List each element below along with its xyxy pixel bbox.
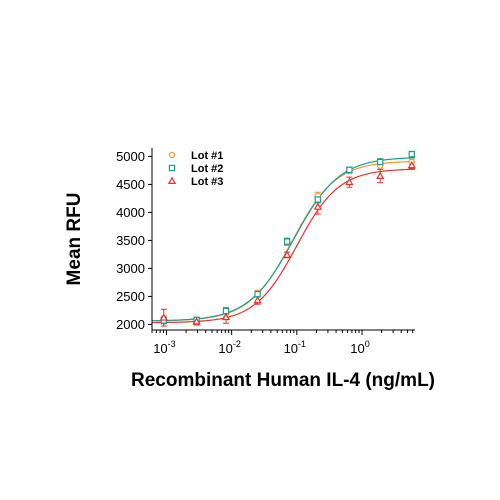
data-point: [408, 150, 415, 158]
x-axis-title: Recombinant Human IL-4 (ng/mL): [131, 370, 435, 391]
data-point: [192, 317, 201, 325]
fit-curve: [151, 168, 416, 324]
data-points: [159, 150, 416, 325]
data-point: [407, 160, 416, 169]
y-axis-title: Mean RFU: [64, 193, 85, 286]
data-point: [376, 158, 384, 166]
x-tick-label: 10-2: [218, 339, 240, 356]
legend-label: Lot #3: [191, 176, 223, 188]
data-point: [376, 171, 385, 179]
y-ticks: 2000 2500 3000 3500 4000 4500 5000: [116, 149, 152, 332]
y-tick-label: 5000: [116, 149, 145, 164]
data-point: [221, 312, 231, 321]
y-tick-label: 4000: [116, 205, 145, 220]
legend-label: Lot #1: [191, 150, 223, 162]
data-point: [253, 295, 262, 304]
data-point: [314, 196, 322, 203]
data-point: [159, 313, 168, 321]
y-tick-label: 2500: [116, 289, 145, 304]
axes: [151, 148, 415, 331]
legend-marker: [168, 151, 176, 159]
x-tick-label: 10-3: [153, 339, 175, 356]
data-point: [346, 166, 353, 174]
data-point: [283, 250, 292, 258]
x-tick-label: 10-1: [284, 339, 306, 356]
legend-marker: [167, 176, 177, 184]
data-point: [313, 202, 322, 210]
data-point: [345, 177, 354, 186]
legend-label: Lot #2: [191, 163, 223, 175]
y-tick-label: 3500: [116, 233, 145, 248]
y-tick-label: 2000: [116, 317, 145, 332]
y-tick-label: 3000: [116, 261, 145, 276]
y-tick-label: 4500: [116, 177, 145, 192]
x-ticks: 10-3 10-2 10-1 100: [151, 330, 414, 356]
legend-marker: [168, 164, 176, 172]
x-tick-label: 100: [350, 339, 369, 356]
data-point: [283, 238, 291, 245]
